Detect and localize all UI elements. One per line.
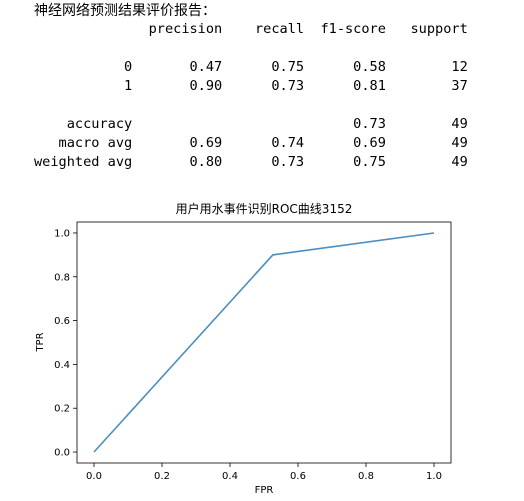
y-tick-label: 0.4 xyxy=(54,360,70,371)
classification-report: precision recall f1-score support 0 0.47… xyxy=(34,20,468,172)
x-tick-label: 0.0 xyxy=(86,471,102,482)
report-line: accuracy 0.73 49 xyxy=(34,116,468,132)
report-line: macro avg 0.69 0.74 0.69 49 xyxy=(34,135,468,151)
y-tick-label: 0.8 xyxy=(54,272,70,283)
report-line: precision recall f1-score support xyxy=(34,21,468,37)
y-tick-label: 0.2 xyxy=(54,404,70,415)
y-tick-label: 1.0 xyxy=(54,228,70,239)
x-tick-label: 0.8 xyxy=(358,471,374,482)
x-ticks: 0.0 0.2 0.4 0.6 0.8 1.0 xyxy=(86,463,442,482)
x-tick-label: 0.2 xyxy=(154,471,170,482)
x-tick-label: 0.6 xyxy=(290,471,306,482)
y-axis-label: TPR xyxy=(35,332,46,352)
y-tick-label: 0.6 xyxy=(54,316,70,327)
x-tick-label: 1.0 xyxy=(426,471,442,482)
report-line: weighted avg 0.80 0.73 0.75 49 xyxy=(34,154,468,170)
report-heading: 神经网络预测结果评价报告： xyxy=(34,3,216,19)
y-tick-label: 0.0 xyxy=(54,448,70,459)
report-line: 1 0.90 0.73 0.81 37 xyxy=(34,78,468,94)
x-axis-label: FPR xyxy=(255,485,274,496)
y-ticks: 0.0 0.2 0.4 0.6 0.8 1.0 xyxy=(54,228,77,459)
chart-title: 用户用水事件识别ROC曲线3152 xyxy=(176,201,353,216)
x-tick-label: 0.4 xyxy=(222,471,238,482)
roc-curve-line xyxy=(93,232,435,453)
report-line: 0 0.47 0.75 0.58 12 xyxy=(34,59,468,75)
plot-frame xyxy=(76,221,452,464)
series-layer xyxy=(93,232,435,453)
